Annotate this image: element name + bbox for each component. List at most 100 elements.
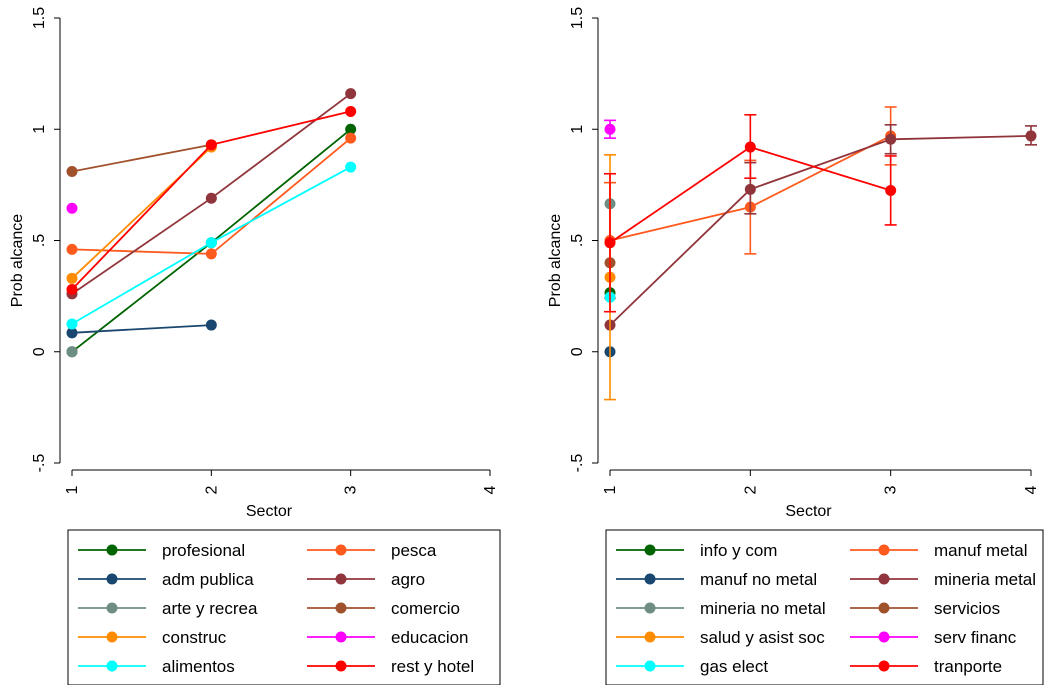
x-tick-label: 3 <box>343 485 360 494</box>
series-serv-financ <box>604 119 616 139</box>
legend-swatch-marker <box>106 631 118 643</box>
legend-label: manuf metal <box>934 541 1028 560</box>
data-point <box>205 248 217 260</box>
series-line <box>71 324 212 334</box>
legend-label: manuf no metal <box>700 570 817 589</box>
data-point <box>205 192 217 204</box>
legend-label: mineria metal <box>934 570 1036 589</box>
data-point <box>66 272 78 284</box>
data-point <box>345 88 357 100</box>
data-point <box>66 318 78 330</box>
y-axis-title: Prob alcance <box>547 214 564 307</box>
series-educacion <box>66 202 78 214</box>
x-axis-title: Sector <box>246 503 293 520</box>
legend-swatch-marker <box>106 544 118 556</box>
legend-label: info y com <box>700 541 777 560</box>
series-comercio <box>66 139 217 178</box>
legend: profesional pesca adm publica agro arte y re… <box>67 529 501 685</box>
y-tick-label: .5 <box>31 234 48 247</box>
y-tick-label: -.5 <box>31 454 48 473</box>
legend-label: pesca <box>391 541 437 560</box>
series-tranporte <box>604 113 897 313</box>
legend-swatch-marker <box>106 602 118 614</box>
data-point <box>66 243 78 255</box>
data-point <box>885 184 897 196</box>
y-tick-label: .5 <box>569 234 586 247</box>
legend-label: serv financ <box>934 628 1017 647</box>
x-tick-label: 3 <box>883 485 900 494</box>
series-alimentos <box>66 161 357 330</box>
y-tick-label: 1.5 <box>569 7 586 29</box>
data-point <box>604 123 616 135</box>
data-point <box>66 346 78 358</box>
data-point <box>205 319 217 331</box>
legend-swatch-marker <box>878 660 890 672</box>
legend-swatch-marker <box>644 602 656 614</box>
data-point <box>1025 130 1037 142</box>
x-tick-label: 1 <box>602 485 619 494</box>
legend-label: adm publica <box>162 570 254 589</box>
legend-swatch-marker <box>335 660 347 672</box>
series-line <box>71 143 212 173</box>
legend-swatch-marker <box>878 602 890 614</box>
series-line <box>609 135 1032 326</box>
y-tick-label: -.5 <box>569 454 586 473</box>
series-adm-publica <box>66 319 217 339</box>
chart-panel-2: -.5 0 .5 1 1.5 1 2 3 4 Sector Prob alcance info y c… <box>547 7 1044 685</box>
legend-swatch-marker <box>335 573 347 585</box>
y-tick-label: 1.5 <box>31 7 48 29</box>
series-mineria-metal <box>604 124 1037 331</box>
legend-label: alimentos <box>162 657 235 676</box>
legend-swatch-marker <box>335 602 347 614</box>
data-point <box>66 283 78 295</box>
data-point <box>345 132 357 144</box>
legend: info y com manuf metal manuf no metal miner… <box>605 529 1044 685</box>
y-tick-label: 0 <box>569 347 586 356</box>
x-tick-label: 1 <box>64 485 81 494</box>
legend-label: mineria no metal <box>700 599 826 618</box>
data-point <box>66 327 78 339</box>
series-pesca <box>66 132 357 260</box>
data-point <box>885 133 897 145</box>
data-point <box>66 202 78 214</box>
y-axis-title: Prob alcance <box>9 214 26 307</box>
data-point <box>744 141 756 153</box>
legend-label: profesional <box>162 541 245 560</box>
legend-swatch-marker <box>878 631 890 643</box>
legend-label: gas elect <box>700 657 768 676</box>
legend-label: salud y asist soc <box>700 628 825 647</box>
legend-swatch-marker <box>644 573 656 585</box>
legend-swatch-marker <box>106 573 118 585</box>
legend-swatch-marker <box>106 660 118 672</box>
x-axis-title: Sector <box>785 503 832 520</box>
legend-swatch-marker <box>335 631 347 643</box>
legend-label: arte y recrea <box>162 599 258 618</box>
data-point <box>345 105 357 117</box>
data-point <box>604 237 616 249</box>
data-point <box>205 139 217 151</box>
series-rest-y-hotel <box>66 105 357 295</box>
x-tick-label: 4 <box>482 485 499 494</box>
data-point <box>205 237 217 249</box>
data-point <box>66 166 78 178</box>
legend-label: educacion <box>391 628 469 647</box>
legend-label: servicios <box>934 599 1000 618</box>
x-tick-label: 2 <box>742 485 759 494</box>
y-tick-label: 1 <box>569 125 586 134</box>
y-tick-label: 0 <box>31 347 48 356</box>
legend-swatch-marker <box>644 631 656 643</box>
legend-swatch-marker <box>644 544 656 556</box>
legend-swatch-marker <box>878 573 890 585</box>
legend-swatch-marker <box>644 660 656 672</box>
legend-label: rest y hotel <box>391 657 474 676</box>
legend-label: construc <box>162 628 227 647</box>
x-tick-label: 4 <box>1023 485 1040 494</box>
legend-swatch-marker <box>335 544 347 556</box>
legend-label: comercio <box>391 599 460 618</box>
data-point <box>345 161 357 173</box>
legend-label: tranporte <box>934 657 1002 676</box>
data-point <box>744 183 756 195</box>
legend-swatch-marker <box>878 544 890 556</box>
chart-panel-1: -.5 0 .5 1 1.5 1 2 3 4 Sector Prob alcance profesio… <box>9 7 501 685</box>
